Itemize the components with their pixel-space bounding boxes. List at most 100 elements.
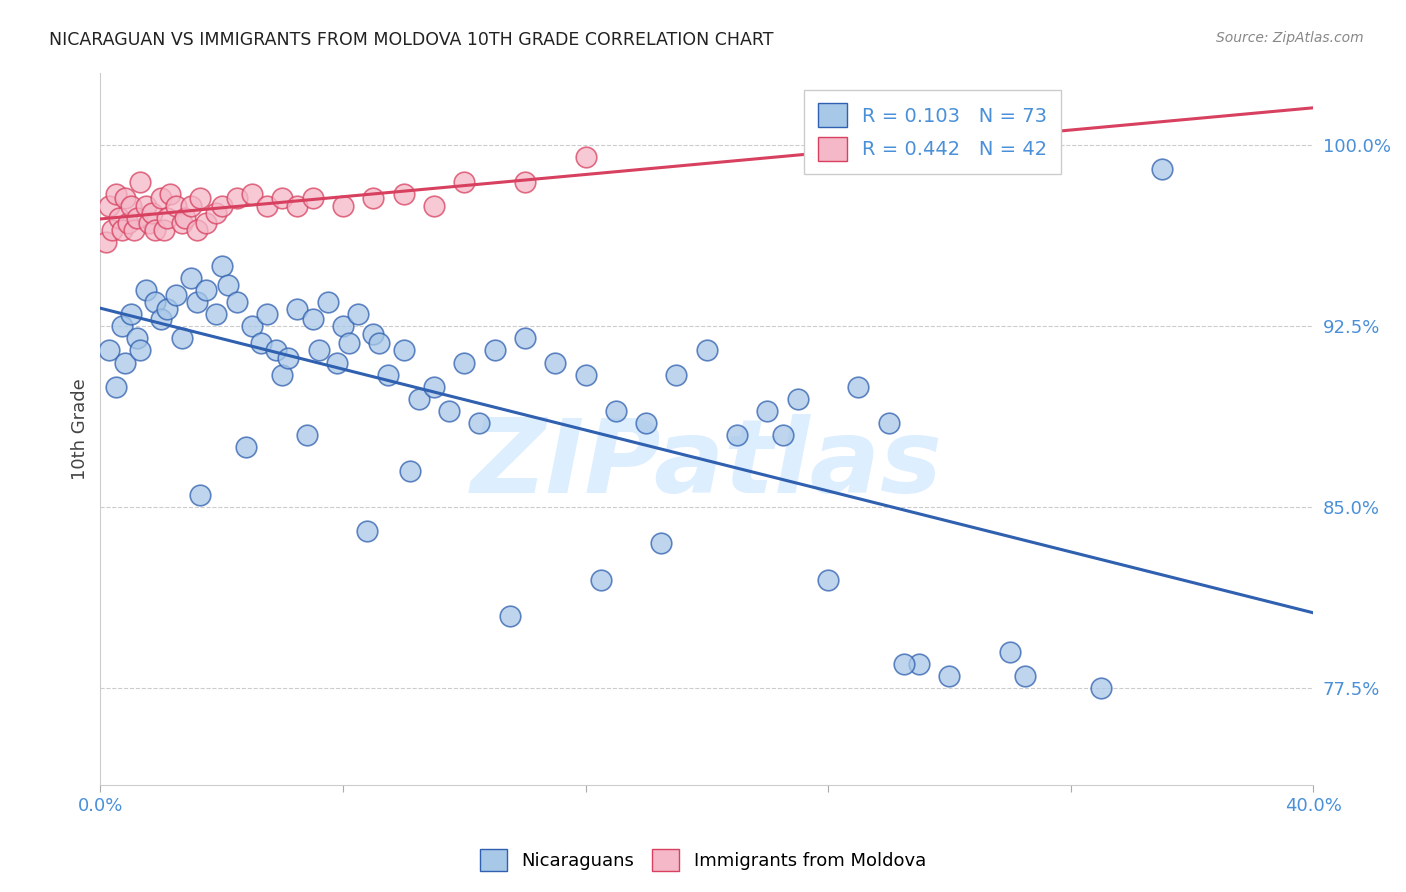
Point: [240, 186, 263, 201]
Point: [1090, 681, 1112, 696]
Point: [326, 355, 349, 369]
Point: [271, 191, 294, 205]
Point: [235, 440, 257, 454]
Point: [256, 307, 278, 321]
Point: [135, 283, 157, 297]
Point: [277, 351, 299, 365]
Point: [484, 343, 506, 358]
Point: [98, 343, 121, 358]
Point: [392, 343, 415, 358]
Point: [110, 319, 132, 334]
Point: [332, 199, 354, 213]
Point: [225, 191, 247, 205]
Point: [423, 379, 446, 393]
Point: [665, 368, 688, 382]
Point: [1150, 162, 1173, 177]
Point: [574, 150, 596, 164]
Point: [143, 295, 166, 310]
Point: [893, 657, 915, 672]
Point: [110, 223, 132, 237]
Point: [125, 211, 148, 225]
Point: [398, 464, 420, 478]
Point: [347, 307, 370, 321]
Point: [301, 312, 323, 326]
Point: [696, 343, 718, 358]
Point: [574, 368, 596, 382]
Point: [786, 392, 808, 406]
Point: [217, 278, 239, 293]
Point: [368, 336, 391, 351]
Point: [513, 175, 536, 189]
Point: [225, 295, 247, 310]
Point: [120, 199, 142, 213]
Point: [453, 175, 475, 189]
Legend: Nicaraguans, Immigrants from Moldova: Nicaraguans, Immigrants from Moldova: [472, 842, 934, 879]
Point: [128, 175, 150, 189]
Point: [756, 404, 779, 418]
Point: [250, 336, 273, 351]
Point: [104, 379, 127, 393]
Point: [128, 343, 150, 358]
Point: [361, 326, 384, 341]
Point: [180, 271, 202, 285]
Point: [165, 288, 187, 302]
Point: [287, 199, 309, 213]
Point: [848, 379, 870, 393]
Point: [513, 331, 536, 345]
Point: [337, 336, 360, 351]
Point: [114, 355, 136, 369]
Point: [453, 355, 475, 369]
Point: [271, 368, 294, 382]
Point: [150, 191, 173, 205]
Point: [195, 283, 218, 297]
Point: [141, 206, 163, 220]
Point: [186, 223, 208, 237]
Point: [165, 199, 187, 213]
Point: [204, 307, 226, 321]
Point: [159, 186, 181, 201]
Point: [264, 343, 287, 358]
Legend: R = 0.103   N = 73, R = 0.442   N = 42: R = 0.103 N = 73, R = 0.442 N = 42: [804, 90, 1062, 174]
Point: [817, 573, 839, 587]
Point: [725, 428, 748, 442]
Point: [125, 331, 148, 345]
Point: [180, 199, 202, 213]
Point: [143, 223, 166, 237]
Point: [908, 657, 931, 672]
Point: [204, 206, 226, 220]
Point: [544, 355, 567, 369]
Point: [114, 191, 136, 205]
Point: [605, 404, 627, 418]
Point: [437, 404, 460, 418]
Point: [332, 319, 354, 334]
Point: [499, 608, 522, 623]
Point: [468, 416, 491, 430]
Point: [172, 216, 194, 230]
Point: [377, 368, 399, 382]
Point: [877, 416, 900, 430]
Point: [650, 536, 672, 550]
Point: [589, 573, 612, 587]
Point: [117, 216, 139, 230]
Point: [101, 223, 124, 237]
Point: [998, 645, 1021, 659]
Point: [186, 295, 208, 310]
Point: [190, 488, 212, 502]
Text: Source: ZipAtlas.com: Source: ZipAtlas.com: [1216, 31, 1364, 45]
Point: [295, 428, 318, 442]
Point: [122, 223, 145, 237]
Point: [135, 199, 157, 213]
Point: [104, 186, 127, 201]
Point: [301, 191, 323, 205]
Point: [287, 302, 309, 317]
Point: [356, 524, 378, 539]
Point: [938, 669, 960, 683]
Text: ZIPatlas: ZIPatlas: [471, 414, 943, 515]
Point: [172, 331, 194, 345]
Text: NICARAGUAN VS IMMIGRANTS FROM MOLDOVA 10TH GRADE CORRELATION CHART: NICARAGUAN VS IMMIGRANTS FROM MOLDOVA 10…: [49, 31, 773, 49]
Point: [240, 319, 263, 334]
Point: [211, 259, 233, 273]
Point: [408, 392, 430, 406]
Point: [423, 199, 446, 213]
Point: [107, 211, 129, 225]
